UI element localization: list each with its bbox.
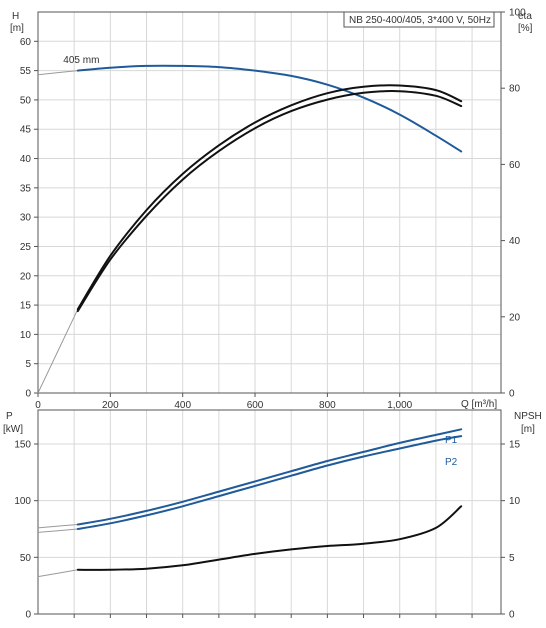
right-tick-label: 0 bbox=[509, 610, 515, 621]
head-extrapolation bbox=[37, 70, 78, 76]
npsh-axis-title: NPSH bbox=[514, 411, 542, 422]
left-tick-label: 50 bbox=[20, 553, 32, 564]
p2-curve bbox=[76, 435, 463, 530]
left-tick-label: 5 bbox=[25, 359, 31, 370]
left-tick-label: 40 bbox=[20, 154, 32, 165]
left-tick-label: 10 bbox=[20, 330, 32, 341]
bottom-series bbox=[37, 428, 463, 578]
left-tick-label: 30 bbox=[20, 213, 32, 224]
right-tick-label: 60 bbox=[509, 160, 521, 171]
eta-axis-title: eta bbox=[518, 11, 532, 22]
p1-extrapolation bbox=[37, 524, 78, 529]
left-tick-label: 60 bbox=[20, 37, 32, 48]
right-tick-label: 100 bbox=[509, 8, 526, 19]
eta-1-curve bbox=[76, 84, 463, 311]
chart-title: NB 250-400/405, 3*400 V, 50Hz bbox=[349, 15, 491, 26]
x-tick-label: 1,000 bbox=[387, 400, 412, 411]
x-tick-label: 200 bbox=[102, 400, 119, 411]
right-tick-label: 15 bbox=[509, 440, 521, 451]
head-curve bbox=[76, 64, 463, 153]
right-tick-label: 40 bbox=[509, 236, 521, 247]
left-tick-label: 20 bbox=[20, 271, 32, 282]
left-tick-label: 15 bbox=[20, 301, 32, 312]
top-gridlines bbox=[38, 12, 501, 393]
eta-axis-unit: [%] bbox=[518, 23, 533, 34]
p1-curve bbox=[76, 428, 463, 526]
left-tick-label: 55 bbox=[20, 66, 32, 77]
top-plot-frame bbox=[37, 11, 502, 394]
power-axis-title: P bbox=[6, 411, 13, 422]
left-tick-label: 100 bbox=[14, 496, 31, 507]
head-axis-unit: [m] bbox=[10, 23, 24, 34]
eta-1-extrapolation bbox=[37, 308, 79, 394]
bottom-panel: 0 50 100 150 0 5 10 15 P [kW] NPSH [m] P1 P2 bbox=[3, 409, 542, 621]
x-tick-label: 400 bbox=[174, 400, 191, 411]
p1-series-label: P1 bbox=[445, 435, 458, 446]
impeller-diameter-label: 405 mm bbox=[63, 55, 99, 66]
npsh-axis-unit: [m] bbox=[521, 424, 535, 435]
right-tick-label: 20 bbox=[509, 312, 521, 323]
flow-axis-title: Q [m³/h] bbox=[461, 399, 497, 410]
left-tick-label: 35 bbox=[20, 183, 32, 194]
bottom-gridlines bbox=[38, 410, 501, 614]
head-axis-title: H bbox=[12, 11, 19, 22]
left-tick-label: 45 bbox=[20, 125, 32, 136]
p2-extrapolation bbox=[37, 528, 78, 533]
power-axis-unit: [kW] bbox=[3, 424, 23, 435]
x-tick-label: 0 bbox=[35, 400, 41, 411]
bottom-ticks: 0 50 100 150 0 5 10 15 bbox=[14, 440, 520, 621]
p2-series-label: P2 bbox=[445, 457, 458, 468]
x-tick-label: 800 bbox=[319, 400, 336, 411]
npsh-extrapolation bbox=[37, 569, 78, 578]
bottom-plot-frame bbox=[37, 409, 502, 615]
left-tick-label: 150 bbox=[14, 440, 31, 451]
left-tick-label: 50 bbox=[20, 95, 32, 106]
left-tick-label: 0 bbox=[25, 389, 31, 400]
eta-2-curve bbox=[76, 90, 463, 313]
right-tick-label: 0 bbox=[509, 389, 515, 400]
chart-title-box bbox=[343, 11, 495, 28]
right-tick-label: 5 bbox=[509, 553, 515, 564]
left-tick-label: 0 bbox=[25, 610, 31, 621]
x-tick-label: 600 bbox=[247, 400, 264, 411]
right-tick-label: 10 bbox=[509, 496, 521, 507]
left-tick-label: 25 bbox=[20, 242, 32, 253]
top-series bbox=[37, 64, 463, 394]
npsh-curve bbox=[76, 505, 463, 571]
right-tick-label: 80 bbox=[509, 84, 521, 95]
